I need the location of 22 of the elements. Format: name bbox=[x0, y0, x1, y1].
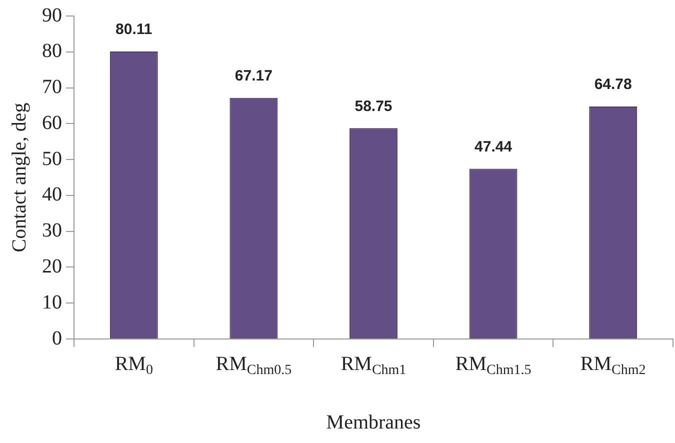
data-label: 58.75 bbox=[354, 98, 392, 115]
data-label: 80.11 bbox=[116, 21, 152, 38]
x-tick-label: RM$_{0}$ bbox=[114, 353, 153, 379]
data-label: 64.78 bbox=[594, 76, 632, 94]
y-tick-label: 40 bbox=[42, 184, 62, 206]
y-tick-label: 70 bbox=[42, 76, 62, 98]
x-axis-title: Membranes bbox=[326, 411, 421, 434]
data-label: 47.44 bbox=[474, 138, 513, 156]
y-axis-title: Contact angle, deg bbox=[8, 102, 30, 252]
x-tick-label: RM$_{Chm1.5}$ bbox=[455, 353, 532, 379]
y-tick-label: 50 bbox=[42, 148, 62, 170]
y-tick-label: 60 bbox=[42, 112, 62, 134]
y-tick-label: 80 bbox=[42, 40, 62, 62]
x-tick-label: RM$_{Chm1}$ bbox=[340, 353, 406, 379]
data-label: 67.17 bbox=[234, 68, 272, 85]
x-tick-label: RM$_{Chm0.5}$ bbox=[216, 353, 292, 379]
y-tick-label: 10 bbox=[42, 291, 62, 314]
y-tick-label: 30 bbox=[42, 220, 62, 242]
y-tick-label: 0 bbox=[52, 327, 62, 350]
y-tick-label: 90 bbox=[42, 4, 62, 26]
y-tick-label: 20 bbox=[42, 255, 62, 278]
x-tick-label: RM$_{Chm2}$ bbox=[580, 353, 646, 379]
